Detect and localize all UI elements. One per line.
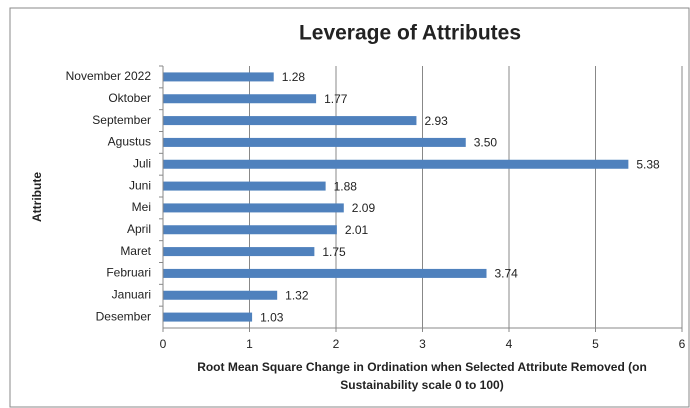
value-label: 3.74 xyxy=(495,267,519,281)
x-tick-label: 6 xyxy=(679,337,686,351)
y-tick-label: April xyxy=(127,222,151,236)
y-tick-label: Mei xyxy=(132,200,151,214)
y-tick-label: November 2022 xyxy=(66,69,152,83)
bar xyxy=(163,290,278,300)
y-tick-label: Oktober xyxy=(108,91,151,105)
bar xyxy=(163,203,344,213)
bar xyxy=(163,159,629,169)
chart-frame xyxy=(9,7,690,408)
value-label: 1.03 xyxy=(260,310,284,324)
y-tick-label: Juli xyxy=(133,156,151,170)
bar xyxy=(163,72,274,82)
x-tick-label: 0 xyxy=(160,337,167,351)
y-tick-label: Maret xyxy=(120,244,151,258)
bar xyxy=(163,312,253,322)
y-tick-label: Januari xyxy=(112,287,151,301)
value-label: 1.75 xyxy=(322,245,346,259)
bar xyxy=(163,137,466,147)
x-tick-label: 2 xyxy=(333,337,340,351)
chart-title: Leverage of Attributes xyxy=(299,22,521,45)
x-tick-label: 4 xyxy=(506,337,513,351)
bar xyxy=(163,225,337,235)
value-label: 2.09 xyxy=(352,201,376,215)
x-tick-label: 3 xyxy=(419,337,426,351)
bar xyxy=(163,94,317,104)
bar xyxy=(163,116,417,126)
x-axis-label: Sustainability scale 0 to 100) xyxy=(340,378,503,392)
bar xyxy=(163,268,487,278)
y-tick-label: Februari xyxy=(106,266,151,280)
value-label: 1.28 xyxy=(282,70,306,84)
value-label: 1.77 xyxy=(324,92,348,106)
value-label: 2.01 xyxy=(345,223,369,237)
x-tick-label: 1 xyxy=(246,337,253,351)
value-label: 2.93 xyxy=(424,114,448,128)
bar xyxy=(163,247,315,257)
x-axis-label: Root Mean Square Change in Ordination wh… xyxy=(197,360,647,374)
y-tick-label: Agustus xyxy=(108,135,151,149)
value-label: 1.32 xyxy=(285,288,309,302)
x-tick-label: 5 xyxy=(592,337,599,351)
value-label: 5.38 xyxy=(636,157,660,171)
y-tick-label: September xyxy=(92,113,151,127)
bar xyxy=(163,181,326,191)
value-label: 3.50 xyxy=(474,136,498,150)
y-axis-label: Attribute xyxy=(30,172,44,222)
value-label: 1.88 xyxy=(334,179,358,193)
y-tick-label: Desember xyxy=(96,309,151,323)
y-tick-label: Juni xyxy=(129,178,151,192)
